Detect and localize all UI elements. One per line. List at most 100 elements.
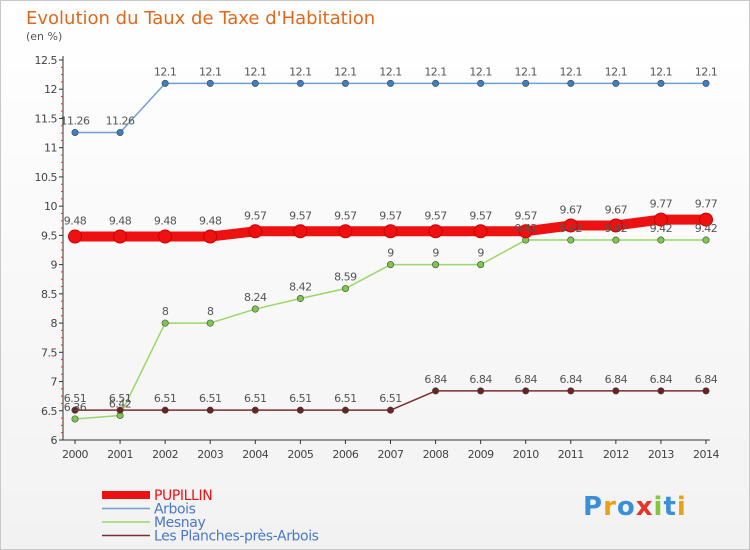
- data-label: 9: [387, 247, 394, 260]
- data-point: [428, 224, 443, 239]
- data-point: [206, 406, 214, 414]
- legend-label: Les Planches-près-Arbois: [154, 529, 319, 545]
- data-label: 9.57: [469, 209, 492, 222]
- data-label: 6.84: [469, 373, 492, 386]
- data-point: [657, 236, 665, 244]
- x-tick-label: 2013: [648, 448, 674, 461]
- data-point: [702, 236, 710, 244]
- data-label: 8.59: [334, 271, 357, 284]
- data-label: 8: [162, 305, 169, 318]
- data-label: 12.1: [424, 65, 447, 78]
- data-point: [386, 79, 394, 87]
- data-label: 12.1: [605, 65, 628, 78]
- data-label: 8: [207, 305, 214, 318]
- data-point: [386, 261, 394, 269]
- data-label: 6.36: [64, 401, 87, 414]
- y-tick-label: 10.5: [35, 171, 58, 184]
- data-point: [567, 387, 575, 395]
- data-label: 8.42: [289, 281, 312, 294]
- data-label: 9.57: [244, 209, 267, 222]
- data-point: [161, 406, 169, 414]
- data-label: 9: [432, 247, 439, 260]
- data-label: 9.57: [334, 209, 357, 222]
- data-point: [477, 79, 485, 87]
- data-label: 9: [477, 247, 484, 260]
- data-label: 11.26: [106, 114, 135, 127]
- data-label: 12.1: [469, 65, 492, 78]
- data-point: [161, 79, 169, 87]
- y-tick-label: 12.5: [35, 54, 58, 67]
- series-mesnay: [71, 236, 710, 423]
- x-tick-label: 2007: [378, 448, 404, 461]
- svg-text:Proxiti: Proxiti: [583, 492, 687, 522]
- x-tick-label: 2014: [693, 448, 719, 461]
- data-point: [473, 224, 488, 239]
- data-point: [113, 229, 128, 244]
- data-label: 6.51: [289, 392, 312, 405]
- y-tick-label: 6: [51, 434, 58, 447]
- data-label: 6.51: [334, 392, 357, 405]
- data-point: [518, 224, 533, 239]
- data-point: [432, 387, 440, 395]
- data-point: [702, 387, 710, 395]
- data-point: [251, 79, 259, 87]
- data-label: 6.42: [109, 397, 132, 410]
- data-label: 12.1: [244, 65, 267, 78]
- data-label: 9.42: [695, 222, 718, 235]
- legend-label: Mesnay: [154, 515, 205, 531]
- y-tick-label: 7: [51, 376, 58, 389]
- data-label: 9.48: [109, 215, 132, 228]
- data-point: [296, 295, 304, 303]
- data-label: 12.1: [650, 65, 673, 78]
- series-layer: [68, 79, 713, 423]
- data-point: [341, 79, 349, 87]
- data-point: [608, 218, 623, 233]
- data-point: [341, 406, 349, 414]
- data-point: [296, 406, 304, 414]
- series-les-planches-pres-arbois: [71, 387, 710, 414]
- data-point: [293, 224, 308, 239]
- x-tick-label: 2008: [423, 448, 449, 461]
- data-point: [71, 128, 79, 136]
- data-label: 11.26: [61, 114, 90, 127]
- y-tick-label: 9: [51, 259, 58, 272]
- legend-label: PUPILLIN: [154, 488, 212, 504]
- data-point: [206, 319, 214, 327]
- data-label: 12.1: [154, 65, 177, 78]
- series-arbois: [71, 79, 710, 136]
- y-tick-label: 9.5: [41, 229, 57, 242]
- data-point: [657, 387, 665, 395]
- proxiti-logo: Proxiti: [583, 492, 687, 522]
- x-tick-label: 2006: [332, 448, 358, 461]
- data-point: [386, 406, 394, 414]
- data-label: 6.84: [560, 373, 583, 386]
- data-label: 6.51: [64, 392, 87, 405]
- data-point: [657, 79, 665, 87]
- data-label: 9.57: [424, 209, 447, 222]
- x-tick-label: 2012: [603, 448, 629, 461]
- data-point: [338, 224, 353, 239]
- data-label: 12.1: [199, 65, 222, 78]
- data-point: [612, 236, 620, 244]
- x-tick-label: 2011: [558, 448, 584, 461]
- data-label: 12.1: [695, 65, 718, 78]
- data-label: 9.42: [650, 222, 673, 235]
- data-labels: 11.26 11.26 12.1 12.1 12.1 12.1 12.1 12.1 12.1 12…: [61, 65, 719, 414]
- data-point: [702, 79, 710, 87]
- data-point: [612, 387, 620, 395]
- data-point: [116, 128, 124, 136]
- chart-title: Evolution du Taux de Taxe d'Habitation: [26, 8, 375, 29]
- data-point: [567, 79, 575, 87]
- data-point: [251, 305, 259, 313]
- data-point: [248, 224, 263, 239]
- x-tick-label: 2003: [197, 448, 223, 461]
- data-label: 9.77: [695, 198, 718, 211]
- data-label: 9.48: [199, 215, 222, 228]
- data-point: [158, 229, 173, 244]
- data-point: [341, 285, 349, 293]
- data-label: 9.57: [379, 209, 402, 222]
- legend-label: Arbois: [154, 502, 196, 518]
